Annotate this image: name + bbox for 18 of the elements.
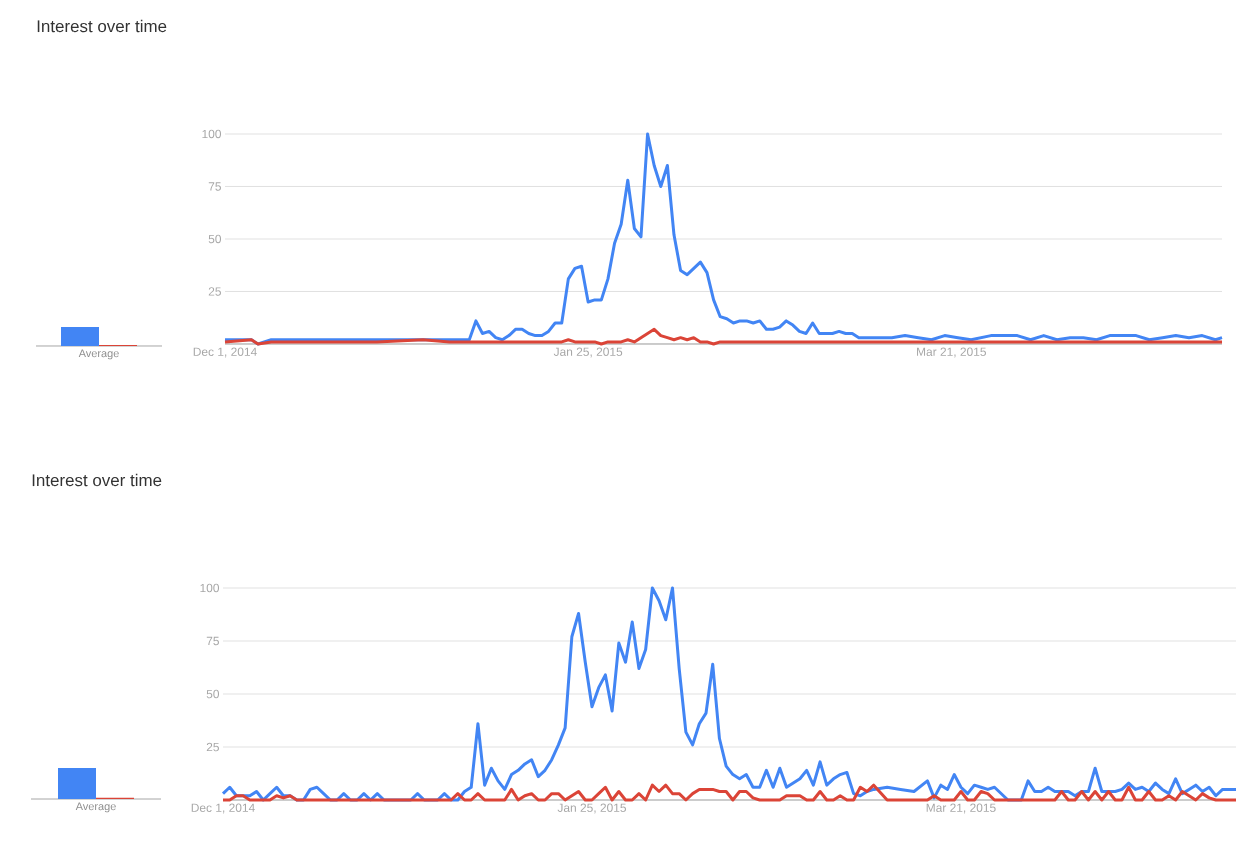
chart-title: Interest over time [37, 19, 167, 33]
x-tick-label: Dec 1, 2014 [193, 347, 257, 358]
y-tick-label: 50 [206, 689, 220, 699]
chart-title: Interest over time [32, 473, 162, 487]
x-tick-label: Average [78, 349, 119, 360]
y-tick-label: 75 [208, 182, 221, 191]
y-tick-label: 100 [202, 129, 222, 139]
x-tick-label: Jan 25, 2015 [553, 347, 623, 358]
y-tick-label: 25 [206, 742, 219, 752]
y-tick-label: 50 [208, 234, 222, 244]
x-tick-label: Mar 21, 2015 [917, 347, 986, 358]
x-tick-label: Average [75, 802, 116, 813]
y-tick-label: 100 [200, 583, 220, 593]
x-tick-label: Jan 25, 2015 [557, 803, 627, 814]
x-tick-label: Mar 21, 2015 [926, 803, 996, 814]
x-tick-label: Dec 1, 2014 [191, 803, 255, 814]
y-tick-label: 25 [208, 287, 221, 296]
y-tick-label: 75 [206, 636, 219, 646]
